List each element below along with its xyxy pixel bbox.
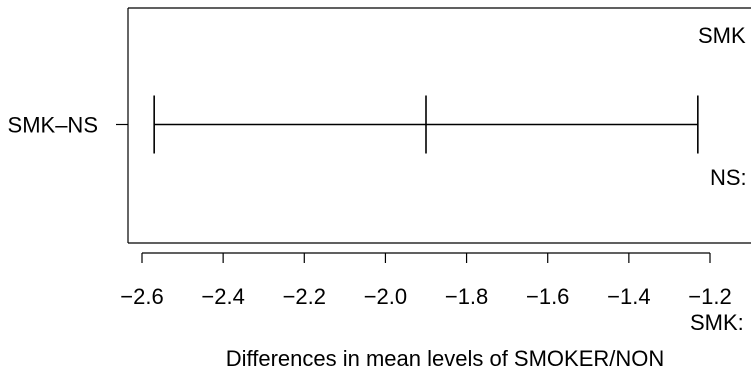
x-tick-label: −2.0 bbox=[364, 284, 407, 309]
y-tick-label: SMK–NS bbox=[8, 113, 98, 138]
x-axis-label: Differences in mean levels of SMOKER/NON bbox=[226, 346, 665, 371]
x-tick-label: −1.8 bbox=[445, 284, 488, 309]
x-tick-label: −2.2 bbox=[283, 284, 326, 309]
x-tick-label: −1.4 bbox=[607, 284, 650, 309]
y-axis: SMK–NS bbox=[8, 113, 128, 138]
x-axis: −2.6 −2.4 −2.2 −2.0 −1.8 −1.6 −1.4 −1.2 bbox=[120, 252, 732, 309]
plot-layer bbox=[153, 95, 699, 154]
x-tick-label: −2.4 bbox=[201, 284, 244, 309]
side-label-top: SMK bbox=[698, 23, 746, 48]
x-tick-label: −1.6 bbox=[526, 284, 569, 309]
x-tick-label: −2.6 bbox=[120, 284, 163, 309]
x-tick-label: −1.2 bbox=[688, 284, 731, 309]
side-label-middle: NS: bbox=[710, 165, 747, 190]
side-label-bottom: SMK: bbox=[690, 310, 744, 335]
